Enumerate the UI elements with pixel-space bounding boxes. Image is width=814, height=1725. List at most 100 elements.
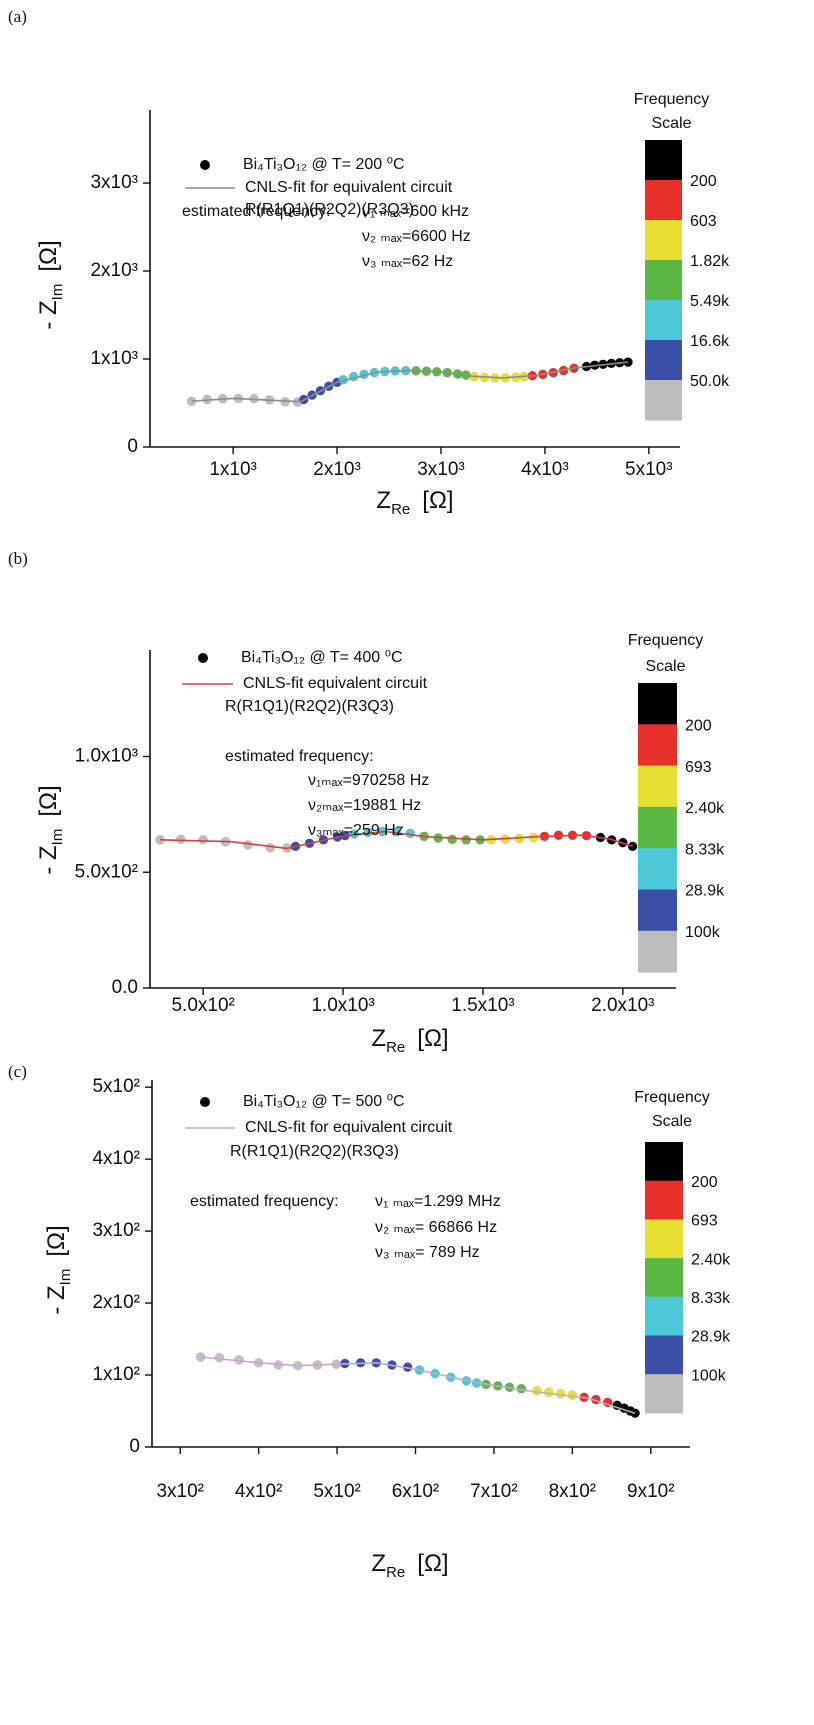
axis-label-main: Z: [376, 487, 391, 514]
x-tick-label: 4x10³: [521, 459, 569, 480]
annotation: ν₁ ₘₐₓ=600 kHz: [362, 203, 469, 220]
x-tick-label: 5x10³: [625, 459, 673, 480]
annotation: ν₁ₘₐₓ=970258 Hz: [308, 772, 429, 789]
data-point: [198, 834, 209, 845]
y-tick-label: 2x10²: [92, 1292, 140, 1313]
colorbar-label: 5.49k: [690, 293, 730, 310]
fit-line: [160, 830, 633, 850]
colorbar-block: [645, 340, 682, 381]
x-axis-label: ZRe [Ω]: [376, 487, 453, 518]
x-tick-label: 5.0x10²: [171, 995, 234, 1016]
colorbar-label: 200: [690, 173, 717, 190]
colorbar-block: [638, 683, 677, 725]
annotation: ν₃ ₘₐₓ= 789 Hz: [375, 1244, 480, 1261]
axis-label-unit: [Ω]: [43, 1225, 70, 1256]
colorbar-label: 603: [690, 213, 717, 230]
axis-label-sub: Re: [386, 1039, 405, 1056]
data-point: [175, 834, 186, 845]
annotation: ν₂ ₘₐₓ= 66866 Hz: [375, 1219, 497, 1236]
colorbar-label: 2.40k: [685, 800, 725, 817]
axis-label-unit: [Ω]: [417, 1550, 448, 1577]
colorbar-block: [645, 220, 682, 261]
axis-label-main: - Z: [35, 845, 62, 874]
x-tick-label: 2x10³: [313, 459, 361, 480]
colorbar-title: Scale: [651, 115, 691, 132]
data-point: [243, 840, 253, 850]
colorbar-block: [645, 140, 682, 181]
x-tick-label: 8x10²: [549, 1481, 597, 1502]
axis-label-main: - Z: [35, 300, 62, 329]
circuit-label: R(R1Q1)(R2Q2)(R3Q3): [225, 698, 394, 715]
axis-label-unit: [Ω]: [35, 785, 62, 816]
y-axis-label: - ZIm [Ω]: [35, 240, 66, 329]
colorbar-block: [645, 380, 682, 421]
colorbar-block: [638, 765, 677, 808]
axis-label-unit: [Ω]: [417, 1025, 448, 1052]
axis-label-sub: Im: [49, 829, 66, 846]
data-point: [447, 834, 458, 845]
circuit-label: R(R1Q1)(R2Q2)(R3Q3): [245, 201, 414, 218]
colorbar-block: [645, 1258, 683, 1298]
axis-label-sub: Re: [386, 1564, 405, 1581]
circuit-label: R(R1Q1)(R2Q2)(R3Q3): [230, 1143, 399, 1160]
axis-label-main: - Z: [43, 1285, 70, 1314]
panel-label: (c): [8, 1062, 27, 1081]
annotation: ν₂ₘₐₓ=19881 Hz: [308, 797, 421, 814]
colorbar-block: [638, 848, 677, 890]
colorbar-label: 8.33k: [685, 841, 725, 858]
colorbar-title: Scale: [652, 1113, 692, 1130]
x-tick-label: 7x10²: [470, 1481, 518, 1502]
x-tick-label: 1.0x10³: [311, 995, 374, 1016]
legend-marker: [198, 653, 208, 663]
axis-label-sub: Re: [391, 501, 410, 518]
x-tick-label: 5x10²: [313, 1481, 361, 1502]
x-tick-label: 1x10³: [209, 459, 257, 480]
colorbar-block: [645, 1180, 683, 1220]
legend-label: Bi₄Ti₃O₁₂ @ T= 200 ⁰C: [243, 156, 405, 173]
axis-label-sub: Im: [49, 284, 66, 301]
data-point: [532, 1386, 542, 1396]
y-tick-label: 3x10³: [90, 172, 138, 193]
colorbar-block: [645, 1374, 683, 1414]
x-tick-label: 4x10²: [235, 1481, 283, 1502]
legend-label: Bi₄Ti₃O₁₂ @ T= 500 ⁰C: [243, 1093, 405, 1110]
colorbar-label: 2.40k: [691, 1251, 731, 1268]
colorbar-label: 200: [685, 718, 712, 735]
colorbar-block: [638, 806, 677, 849]
x-tick-label: 3x10³: [417, 459, 465, 480]
axis-label-sub: Im: [57, 1269, 74, 1286]
colorbar-title: Frequency: [634, 91, 710, 108]
y-tick-label: 3x10²: [92, 1220, 140, 1241]
fit-line: [191, 361, 629, 403]
colorbar-block: [645, 300, 682, 341]
panel-label: (a): [8, 7, 27, 26]
colorbar-label: 200: [691, 1174, 718, 1191]
y-axis-label: - ZIm [Ω]: [43, 1225, 74, 1314]
colorbar-block: [645, 180, 682, 221]
y-tick-label: 0.0: [112, 977, 138, 998]
colorbar-block: [645, 1219, 683, 1259]
axis-label-unit: [Ω]: [35, 240, 62, 271]
axis-label-main: Z: [371, 1550, 386, 1577]
x-axis-label: ZRe [Ω]: [371, 1550, 448, 1581]
colorbar-label: 8.33k: [691, 1290, 731, 1307]
y-tick-label: 0: [129, 1436, 140, 1457]
y-tick-label: 1.0x10³: [75, 746, 138, 767]
y-tick-label: 5x10²: [92, 1076, 140, 1097]
colorbar-label: 50.0k: [690, 373, 730, 390]
data-point: [265, 842, 276, 853]
y-tick-label: 5.0x10²: [75, 861, 138, 882]
annotation: estimated frequency:: [225, 748, 374, 765]
colorbar-label: 100k: [685, 924, 721, 941]
x-tick-label: 3x10²: [156, 1481, 204, 1502]
legend-label: CNLS-fit equivalent circuit: [243, 675, 428, 692]
colorbar-label: 28.9k: [691, 1329, 731, 1346]
x-tick-label: 6x10²: [392, 1481, 440, 1502]
y-tick-label: 0: [127, 436, 138, 457]
y-tick-label: 2x10³: [90, 260, 138, 281]
panel-label: (b): [8, 549, 28, 568]
colorbar-block: [645, 1296, 683, 1336]
colorbar-block: [645, 1335, 683, 1375]
colorbar-block: [645, 1142, 683, 1182]
